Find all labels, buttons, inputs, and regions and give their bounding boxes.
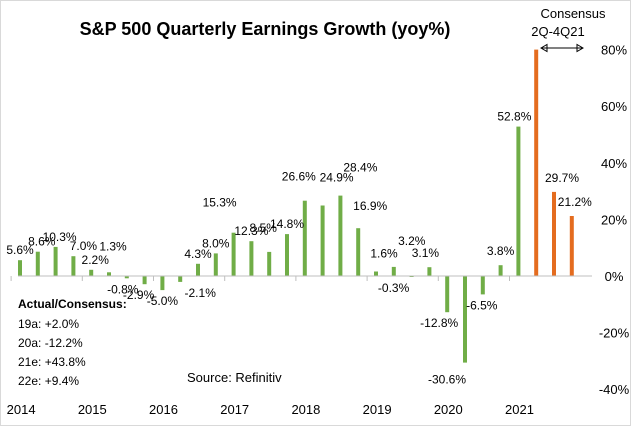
x-tick-label-2021: 2021 (505, 402, 534, 417)
bar-2q18 (320, 205, 325, 276)
data-label-3q17: 8.5% (250, 221, 278, 235)
data-label-1q15: 2.2% (82, 253, 110, 267)
chart-title: S&P 500 Quarterly Earnings Growth (yoy%) (80, 19, 451, 39)
data-label-1q14: 5.6% (6, 243, 34, 257)
data-label-2q19: 3.2% (398, 234, 426, 248)
bar-2q21 (534, 49, 539, 276)
bar-2q19 (391, 266, 396, 276)
bar-4q15 (142, 276, 147, 285)
data-label-3q14: 10.3% (43, 230, 77, 244)
data-label-1q17: 15.3% (203, 196, 237, 210)
data-label-3q16: 4.3% (184, 247, 212, 261)
x-tick-label-2014: 2014 (7, 402, 36, 417)
bar-1q15 (89, 269, 94, 276)
bar-3q18 (338, 195, 343, 276)
data-label-2q14: 8.6% (28, 235, 56, 249)
data-label-2q15: 1.3% (99, 239, 127, 253)
data-label-3q15: -0.8% (107, 282, 139, 296)
data-labels-layer: 5.6%8.6%10.3%7.0%2.2%1.3% -0.8%-2.9%-5.0%… (6, 110, 592, 387)
data-label-1q19: 1.6% (370, 247, 398, 261)
bar-4q14 (71, 256, 76, 276)
data-label-4q17: 14.8% (270, 217, 304, 231)
x-tick-label-2020: 2020 (434, 402, 463, 417)
bar-3q20 (480, 276, 485, 295)
bar-1q18 (302, 200, 307, 276)
consensus-range-label: 2Q-4Q21 (531, 24, 584, 39)
bar-3q21 (552, 191, 556, 276)
bar-4q21 (569, 216, 574, 276)
data-label-4q19: 3.1% (412, 246, 440, 260)
y-tick-label: 20% (601, 212, 627, 227)
data-label-4q14: 7.0% (70, 239, 98, 253)
y-tick-label: 40% (601, 156, 627, 171)
data-label-3q19: -0.3% (378, 281, 410, 295)
data-label-4q21: 21.2% (558, 195, 592, 209)
actual-consensus-row: 22e: +9.4% (18, 374, 79, 388)
bar-2q15 (107, 272, 111, 276)
actual-consensus-title: Actual/Consensus: (18, 297, 127, 311)
actual-consensus-row: 19a: +2.0% (18, 317, 79, 331)
data-label-2q18: 24.9% (320, 171, 354, 185)
x-tick-label-2018: 2018 (291, 402, 320, 417)
actual-consensus-row: 20a: -12.2% (18, 336, 83, 350)
y-tick-label: -20% (599, 326, 630, 341)
bars-layer (18, 49, 574, 363)
bar-3q15 (124, 276, 129, 279)
bar-4q18 (356, 228, 361, 276)
source-note: Source: Refinitiv (187, 370, 282, 385)
data-label-1q20: -12.8% (420, 316, 458, 330)
data-label-4q15: -2.9% (123, 288, 155, 302)
bar-3q16 (196, 263, 200, 276)
data-label-2q16: -2.1% (185, 286, 217, 300)
y-tick-label: 0% (605, 269, 624, 284)
bar-3q14 (53, 246, 58, 276)
data-label-3q21: 29.7% (545, 171, 579, 185)
bar-4q20 (498, 265, 503, 276)
consensus-range-arrow (540, 43, 584, 53)
data-label-1q18: 26.6% (282, 170, 316, 184)
bar-1q21 (516, 126, 521, 276)
x-tick-label-2016: 2016 (149, 402, 178, 417)
bar-1q16 (160, 276, 165, 291)
bar-1q19 (374, 271, 378, 276)
bar-3q17 (267, 251, 272, 276)
bar-1q17 (231, 232, 236, 276)
data-label-3q18: 28.4% (343, 161, 377, 175)
data-label-2q17: 12.3% (234, 224, 268, 238)
y-tick-label: 80% (601, 43, 627, 58)
y-tick-label: 60% (601, 99, 627, 114)
bar-2q20 (463, 276, 467, 363)
bar-4q17 (285, 234, 289, 276)
x-tick-label-2015: 2015 (78, 402, 107, 417)
data-label-2q20: -30.6% (428, 373, 466, 387)
bar-1q20 (445, 276, 450, 313)
data-label-1q16: -5.0% (147, 294, 179, 308)
bar-1q14 (18, 260, 22, 276)
bar-2q17 (249, 241, 254, 276)
axis-layer: 2014 2015 2016 2017 2018 2019 2020 2021 -40% -20%… (7, 43, 630, 417)
data-label-4q16: 8.0% (202, 236, 230, 250)
x-tick-label-2019: 2019 (363, 402, 392, 417)
data-label-3q20: -6.5% (466, 298, 498, 312)
data-label-1q21: 52.8% (497, 110, 531, 124)
data-label-4q18: 16.9% (353, 199, 387, 213)
consensus-header-label: Consensus (540, 6, 606, 21)
y-tick-label: -40% (599, 382, 630, 397)
actual-consensus-row: 21e: +43.8% (18, 355, 86, 369)
data-label-4q20: 3.8% (487, 244, 515, 258)
bar-2q14 (35, 251, 40, 276)
x-tick-label-2017: 2017 (220, 402, 249, 417)
bar-4q19 (427, 267, 432, 276)
bar-2q16 (178, 276, 183, 282)
bar-4q16 (213, 253, 218, 276)
